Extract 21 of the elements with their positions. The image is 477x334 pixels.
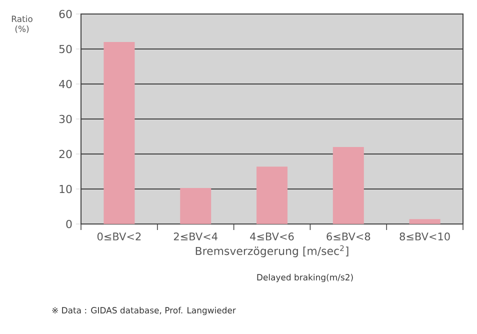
- bar: [256, 166, 288, 224]
- y-tick-label: 60: [59, 10, 72, 18]
- bar: [409, 219, 440, 224]
- x-axis-title: Bremsverzögerung [m/sec$^{2}$]: [196, 245, 348, 258]
- y-tick-label: 40: [59, 80, 72, 88]
- x-tick-label: 2≤BV<4: [174, 232, 218, 240]
- bar: [332, 147, 364, 224]
- x-tick-label: 8≤BV<10: [400, 232, 450, 240]
- bar: [180, 188, 212, 224]
- y-tick-label: 20: [59, 150, 72, 158]
- bar: [104, 42, 135, 224]
- y-tick-label: 0: [66, 220, 72, 228]
- y-tick-label: 30: [59, 114, 72, 124]
- y-tick-label: 10: [60, 184, 72, 194]
- y-tick-label: 50: [59, 44, 72, 54]
- x-tick-label: 0≤BV<2: [97, 232, 141, 240]
- x-tick-label: 6≤BV<8: [326, 232, 370, 240]
- text: Delayed braking(m/s2): [257, 274, 353, 282]
- x-tick-label: 4≤BV<6: [250, 232, 294, 240]
- y-axis-title: Ratio (%): [12, 16, 32, 34]
- text: ※ Data : GIDAS database, Prof. Langwieder: [52, 306, 236, 316]
